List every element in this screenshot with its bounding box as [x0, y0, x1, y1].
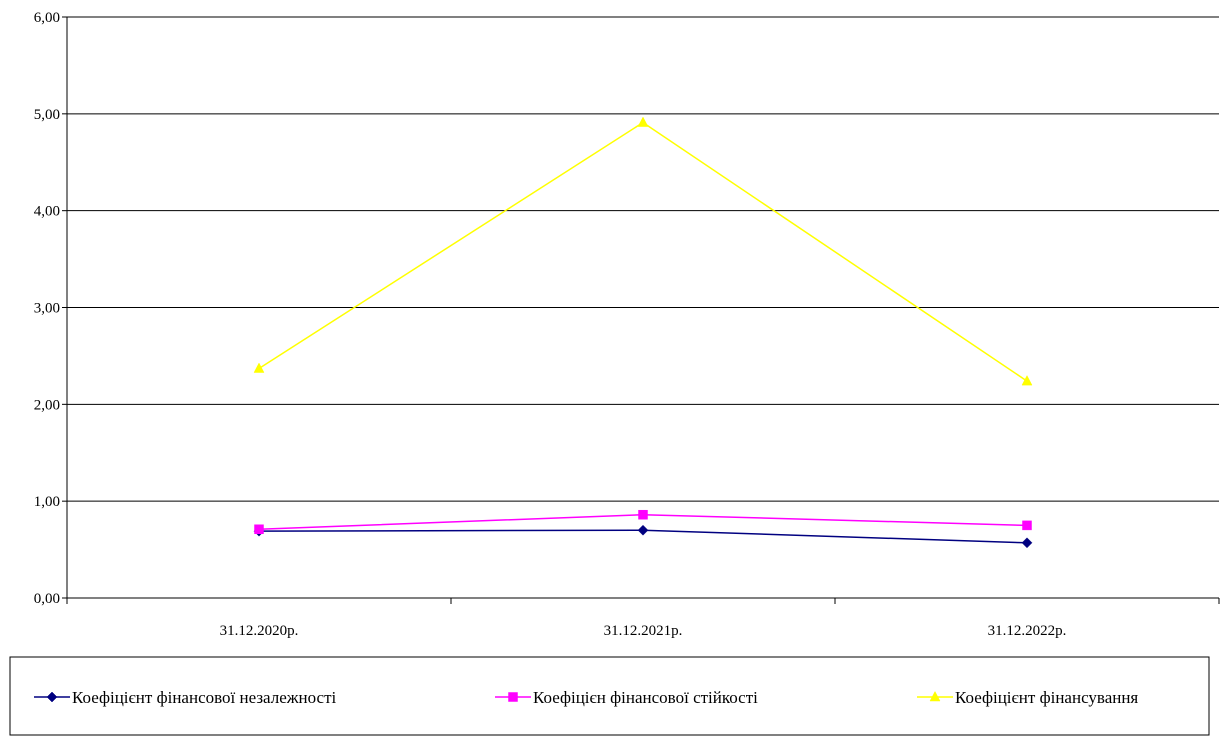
y-axis-tick-labels: 0,00 1,00 2,00 3,00 4,00 5,00 6,00: [34, 10, 60, 607]
data-point-marker: [1021, 537, 1033, 549]
data-point-marker: [637, 116, 649, 127]
legend: Коефіцієнт фінансової незалежності Коефіц…: [9, 656, 1210, 736]
x-tick-label: 31.12.2021р.: [604, 623, 683, 639]
y-tick-label: 2,00: [34, 397, 60, 413]
y-tick-label: 4,00: [34, 204, 60, 220]
series-line: [258, 121, 1028, 382]
legend-entry: Коефіцієн фінансової стійкості: [495, 688, 758, 707]
data-point-marker: [1021, 375, 1033, 386]
legend-box: [9, 656, 1210, 736]
legend-entry: Коефіцієнт фінансування: [917, 688, 1138, 707]
gridlines: [67, 16, 1219, 502]
legend-marker: [46, 691, 58, 703]
y-tick-label: 0,00: [34, 591, 60, 607]
x-tick-label: 31.12.2020р.: [220, 623, 299, 639]
y-tick-label: 1,00: [34, 494, 60, 510]
data-point-marker: [1022, 520, 1032, 531]
y-tick-label: 3,00: [34, 301, 60, 317]
data-point-marker: [253, 362, 265, 373]
series-3: [253, 116, 1033, 386]
series-2: [254, 509, 1032, 534]
data-point-marker: [254, 524, 264, 534]
data-point-marker: [638, 509, 648, 520]
legend-entry: Коефіцієнт фінансової незалежності: [34, 688, 337, 707]
legend-label: Коефіцієн фінансової стійкості: [533, 688, 758, 707]
x-axis-tick-labels: 31.12.2020р. 31.12.2021р. 31.12.2022р.: [220, 623, 1067, 639]
legend-marker: [508, 692, 518, 702]
legend-marker: [929, 690, 941, 702]
x-tick-label: 31.12.2022р.: [988, 623, 1067, 639]
y-tick-label: 6,00: [34, 10, 60, 26]
legend-label: Коефіцієнт фінансування: [955, 688, 1138, 707]
series-1: [253, 524, 1033, 549]
legend-label: Коефіцієнт фінансової незалежності: [72, 688, 337, 707]
y-tick-label: 5,00: [34, 107, 60, 123]
axes: [62, 16, 1220, 604]
data-point-marker: [637, 524, 649, 536]
series: [253, 116, 1033, 549]
